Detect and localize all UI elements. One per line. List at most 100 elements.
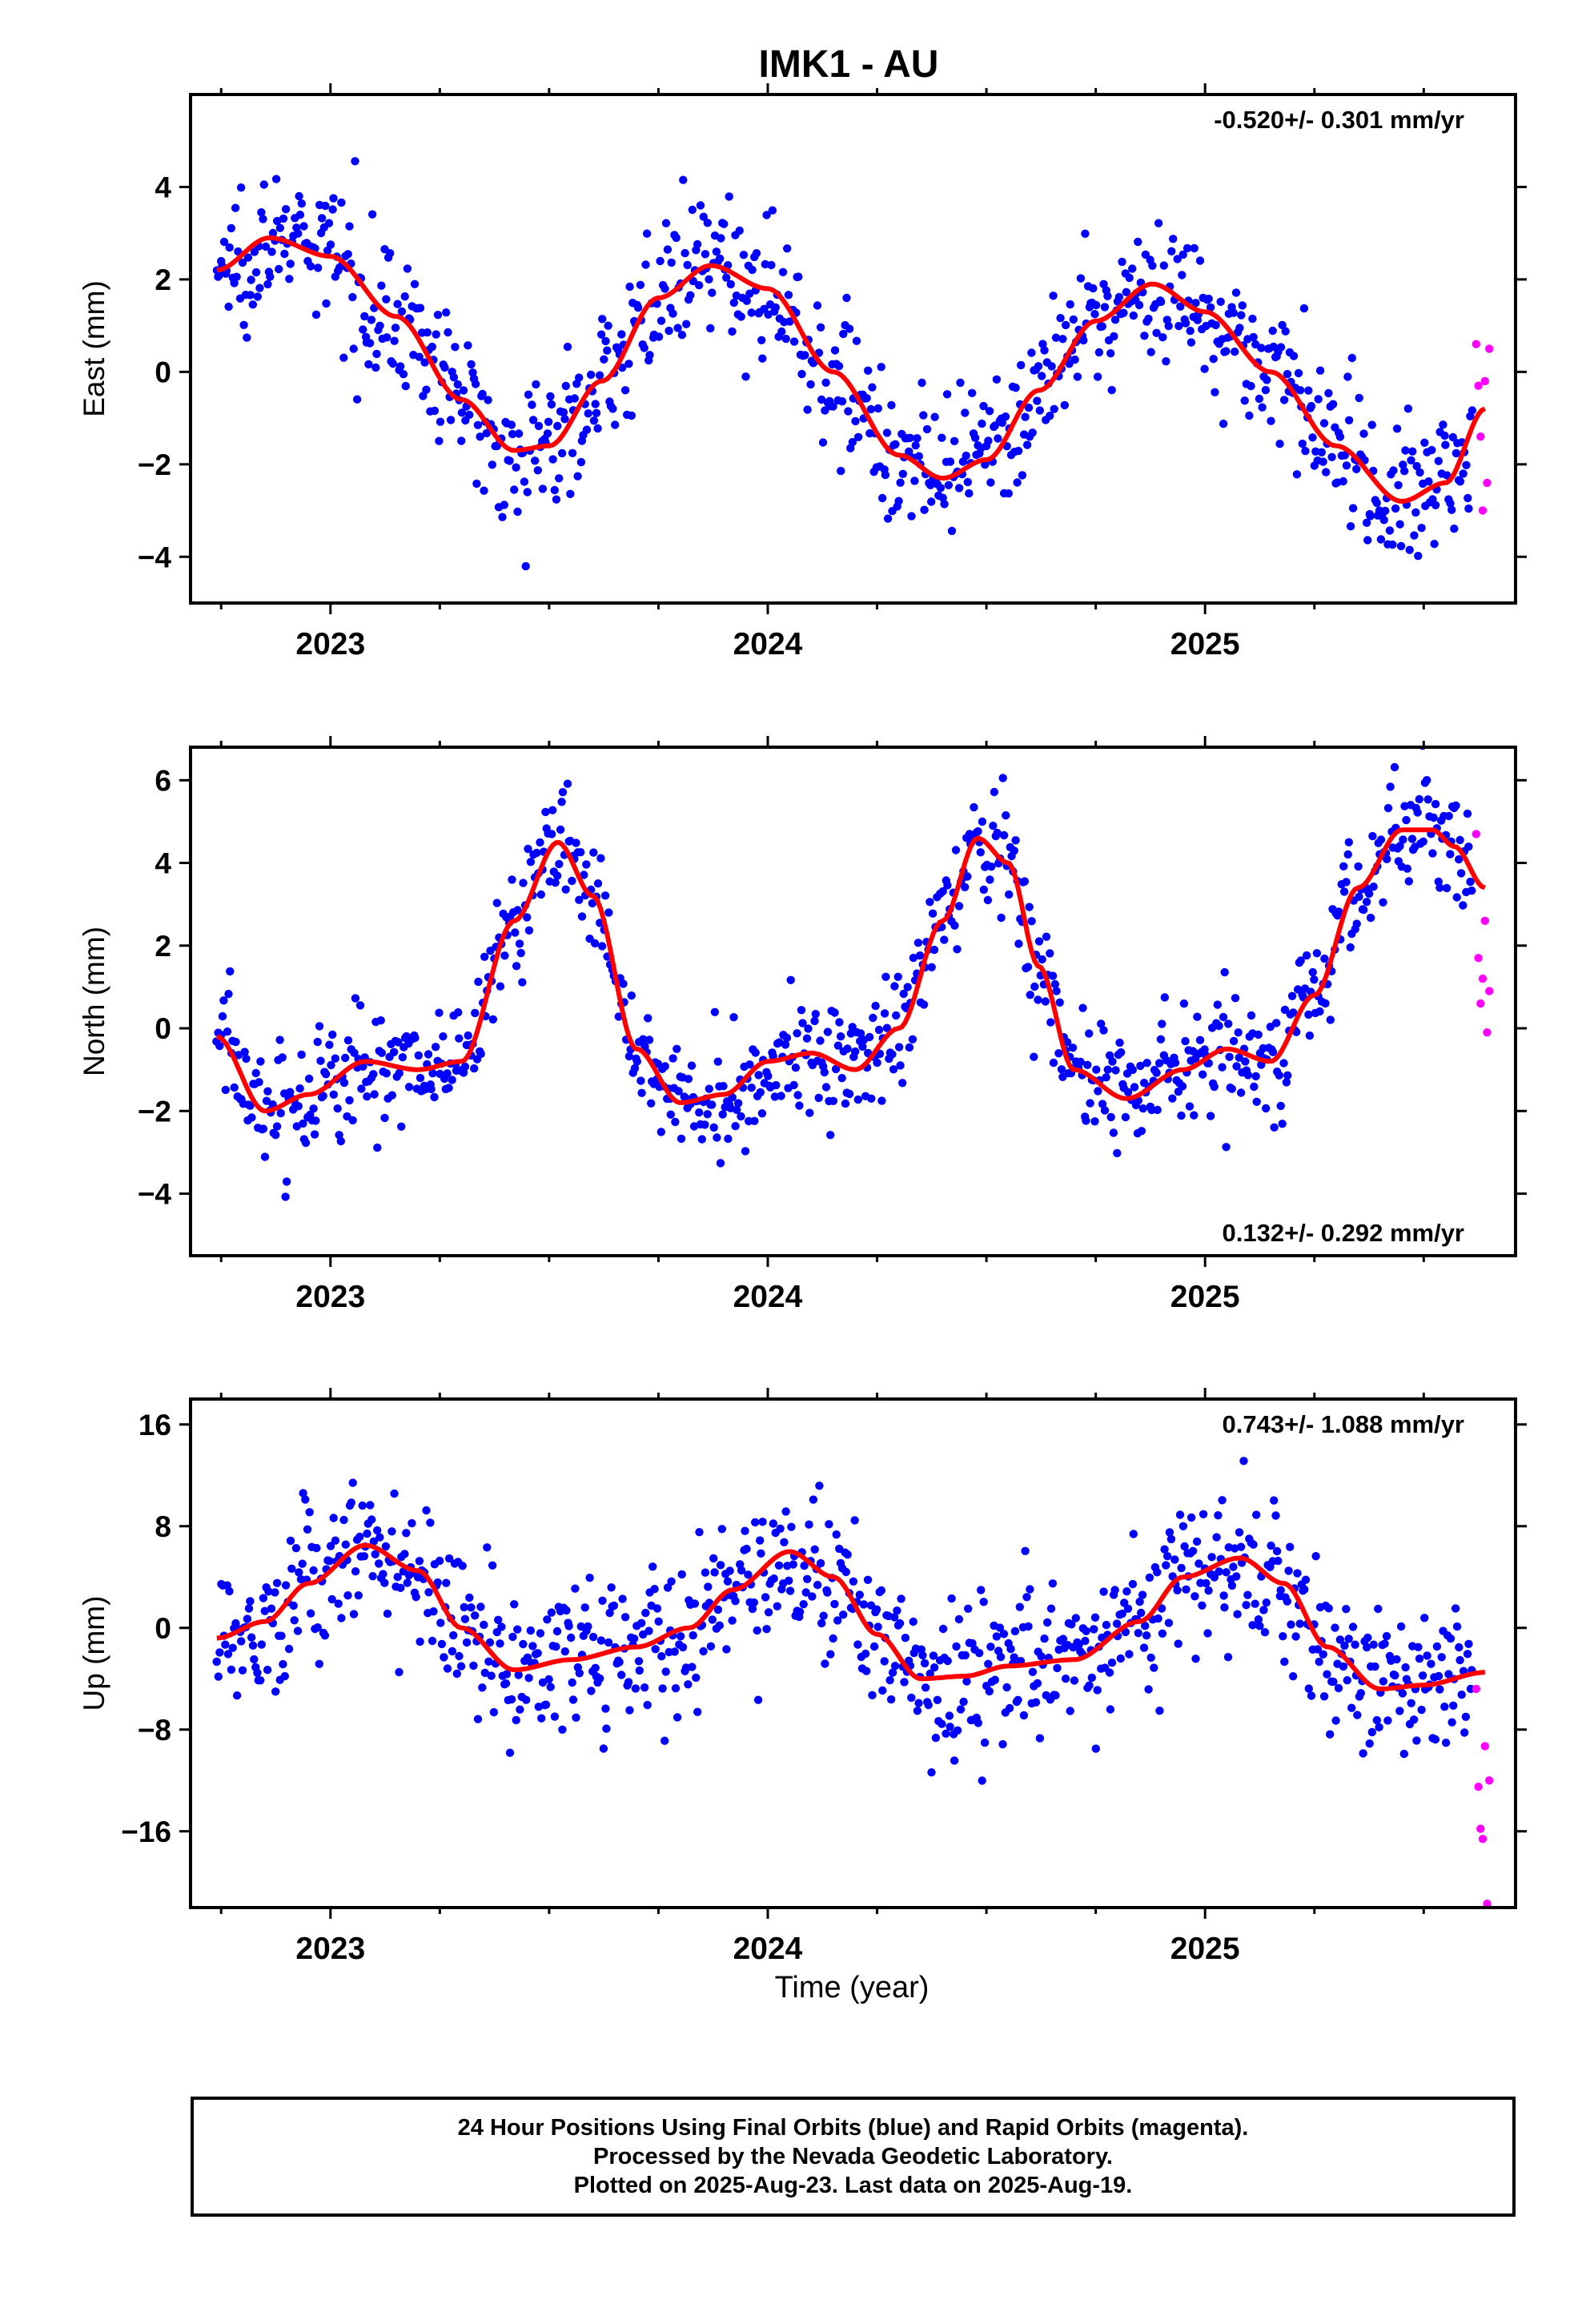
final-orbit-point [851,416,860,426]
final-orbit-point [627,991,636,1000]
final-orbit-point [908,1035,917,1044]
final-orbit-point [219,996,228,1005]
final-orbit-point [343,250,352,259]
final-orbit-point [661,1667,670,1676]
final-orbit-point [938,1719,946,1728]
final-orbit-point [1154,1614,1162,1623]
final-orbit-point [1342,461,1351,470]
final-orbit-point [1235,324,1244,332]
final-orbit-point [1431,799,1440,809]
final-orbit-point [1139,1643,1149,1652]
final-orbit-point [1086,1099,1094,1108]
final-orbit-point [1102,1620,1111,1630]
final-orbit-point [383,1609,392,1618]
final-orbit-point [297,1050,306,1059]
final-orbit-point [841,1567,851,1577]
final-orbit-point [771,303,780,312]
final-orbit-point [625,282,634,292]
final-orbit-point [312,1543,321,1553]
final-orbit-point [221,1640,230,1649]
final-orbit-point [619,979,628,988]
final-orbit-point [837,1074,846,1083]
final-orbit-point [914,452,924,460]
final-orbit-point [253,292,262,301]
final-orbit-point [377,281,386,290]
final-orbit-point [444,1084,453,1092]
final-orbit-point [467,1603,476,1612]
final-orbit-point [598,315,607,324]
final-orbit-point [263,1666,272,1675]
final-orbit-point [1427,1659,1435,1668]
final-orbit-point [767,260,776,270]
final-orbit-point [1359,429,1368,438]
final-orbit-point [1267,416,1275,425]
final-orbit-point [592,408,601,417]
final-orbit-point [658,1684,667,1693]
final-orbit-point [1013,478,1022,487]
final-orbit-point [484,1657,493,1666]
final-orbit-point [516,948,525,958]
final-orbit-point [741,1147,750,1156]
final-orbit-point [1440,1703,1449,1711]
final-orbit-point [990,1675,1000,1684]
final-orbit-point [523,488,532,497]
final-orbit-point [754,1071,763,1080]
final-orbit-point [339,1515,348,1525]
final-orbit-point [533,466,542,475]
final-orbit-point [498,513,507,521]
final-orbit-point [871,1001,880,1011]
final-orbit-point [339,353,348,362]
final-orbit-point [1447,505,1456,514]
final-orbit-point [1038,372,1046,380]
final-orbit-point [424,1588,433,1597]
final-orbit-point [826,1131,835,1140]
final-orbit-point [446,416,456,424]
final-orbit-point [1352,464,1361,473]
final-orbit-point [677,1134,686,1144]
final-orbit-point [1310,975,1319,984]
final-orbit-point [550,485,559,495]
final-orbit-point [1366,512,1375,521]
final-orbit-point [877,493,887,503]
final-orbit-point [501,1679,511,1688]
final-orbit-point [803,1574,812,1584]
final-orbit-point [737,1112,745,1121]
final-orbit-point [1037,1652,1046,1661]
final-orbit-point [1359,905,1368,915]
final-orbit-point [722,273,731,282]
final-orbit-point [428,1069,437,1078]
final-orbit-point [1106,349,1115,358]
final-orbit-point [1263,376,1271,384]
final-orbit-point [1054,1049,1063,1058]
y-tick-label: 8 [155,1510,171,1543]
final-orbit-point [1313,1645,1323,1654]
final-orbit-point [851,1047,860,1056]
final-orbit-point [458,1562,467,1570]
final-orbit-point [926,898,934,907]
final-orbit-point [805,1108,814,1117]
final-orbit-point [1021,1546,1030,1556]
final-orbit-point [943,1656,952,1666]
final-orbit-point [295,1568,303,1577]
final-orbit-point [785,1586,795,1595]
final-orbit-point [513,1625,522,1634]
final-orbit-point [1446,850,1455,858]
final-orbit-point [661,1736,669,1745]
final-orbit-point [593,879,603,888]
final-orbit-point [348,292,357,302]
final-orbit-point [1420,438,1429,447]
final-orbit-point [802,1034,812,1043]
final-orbit-point [1308,967,1317,977]
final-orbit-point [1142,1059,1151,1068]
final-orbit-point [1110,316,1120,324]
final-orbit-point [1344,416,1354,424]
final-orbit-point [1222,1568,1231,1577]
final-orbit-point [1409,1715,1419,1724]
final-orbit-point [1382,1631,1391,1641]
final-orbit-point [839,329,848,339]
final-orbit-point [608,404,617,413]
final-orbit-point [1308,433,1317,442]
final-orbit-point [888,1050,897,1059]
final-orbit-point [259,215,267,223]
